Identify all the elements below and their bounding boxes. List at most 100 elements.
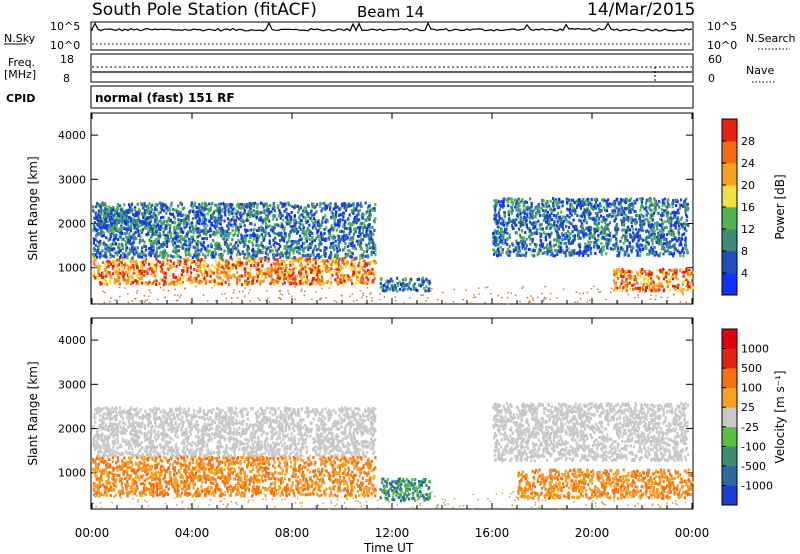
echo-cell: [360, 266, 364, 269]
echo-cell: [626, 247, 629, 251]
echo-cell: [144, 260, 147, 264]
echo-cell: [549, 243, 552, 247]
echo-cell: [617, 202, 621, 206]
echo-cell: [324, 214, 327, 218]
echo-cell: [648, 220, 651, 224]
echo-cell: [648, 252, 651, 256]
echo-cell: [680, 243, 683, 247]
echo-cell: [665, 237, 668, 241]
echo-cell: [622, 219, 625, 223]
echo-cell: [102, 231, 105, 235]
echo-cell: [670, 252, 673, 256]
echo-cell: [368, 218, 371, 222]
echo-cell: [180, 282, 183, 286]
echo-cell: [671, 205, 674, 209]
echo-cell: [535, 205, 538, 209]
echo-cell: [256, 236, 259, 240]
echo-cell: [313, 282, 316, 286]
echo-cell: [253, 250, 256, 254]
echo-cell: [368, 242, 371, 245]
echo-cell: [662, 228, 665, 232]
echo-cell: [130, 216, 133, 220]
echo-cell: [555, 200, 558, 204]
echo-cell: [290, 239, 293, 243]
echo-cell: [206, 253, 210, 257]
echo-cell: [291, 275, 294, 279]
echo-cell: [129, 260, 132, 264]
echo-cell: [230, 209, 233, 213]
echo-cell: [117, 230, 120, 234]
echo-cell: [95, 239, 99, 243]
echo-cell: [539, 235, 542, 239]
echo-cell: [501, 230, 505, 234]
echo-cell: [264, 220, 267, 224]
echo-cell: [615, 237, 618, 241]
echo-cell: [313, 221, 316, 224]
echo-cell: [502, 232, 505, 236]
echo-cell: [123, 252, 126, 256]
echo-cell: [151, 244, 154, 248]
echo-cell: [503, 223, 506, 227]
echo-cell: [139, 202, 143, 205]
echo-cell: [317, 281, 320, 285]
echo-cell: [261, 221, 264, 225]
echo-cell: [301, 276, 304, 280]
echo-cell: [330, 280, 333, 284]
echo-cell: [521, 253, 524, 257]
echo-cell: [192, 238, 195, 242]
echo-cell: [167, 268, 170, 272]
echo-cell: [290, 243, 293, 247]
echo-cell: [587, 245, 590, 249]
echo-cell: [115, 216, 119, 220]
echo-cell: [292, 262, 295, 266]
echo-cell: [264, 276, 267, 279]
echo-cell: [199, 279, 202, 283]
echo-cell: [130, 236, 133, 240]
echo-cell: [208, 219, 211, 223]
echo-cell: [578, 249, 582, 253]
echo-cell: [269, 249, 272, 253]
echo-cell: [516, 244, 520, 248]
echo-cell: [661, 198, 665, 202]
echo-cell: [144, 225, 147, 229]
echo-cell: [390, 279, 393, 283]
echo-cell: [290, 281, 293, 285]
echo-cell: [517, 242, 520, 246]
echo-cell: [240, 202, 243, 206]
echo-cell: [300, 227, 303, 231]
echo-cell: [105, 236, 108, 240]
echo-cell: [382, 284, 386, 287]
echo-cell: [588, 236, 591, 240]
echo-cell: [296, 259, 299, 263]
echo-cell: [293, 256, 296, 260]
echo-cell: [275, 241, 278, 245]
echo-cell: [95, 233, 98, 237]
echo-cell: [630, 224, 634, 228]
echo-cell: [220, 247, 223, 251]
echo-cell: [243, 224, 246, 228]
echo-cell: [199, 265, 202, 269]
echo-cell: [193, 239, 196, 243]
echo-cell: [195, 277, 198, 281]
echo-cell: [521, 220, 524, 224]
echo-cell: [275, 262, 278, 266]
echo-cell: [261, 244, 264, 248]
echo-cell: [634, 218, 637, 222]
echo-cell: [220, 215, 223, 218]
echo-cell: [350, 208, 353, 212]
echo-cell: [341, 266, 344, 270]
echo-cell: [225, 271, 228, 275]
echo-cell: [606, 214, 609, 217]
echo-cell: [139, 252, 142, 256]
echo-cell: [181, 213, 184, 217]
echo-cell: [299, 205, 302, 209]
echo-cell: [350, 238, 354, 242]
echo-cell: [366, 273, 369, 277]
echo-cell: [143, 202, 146, 205]
echo-cell: [648, 199, 651, 203]
echo-cell: [201, 216, 205, 220]
echo-cell: [315, 278, 318, 282]
echo-cell: [667, 247, 670, 251]
echo-cell: [259, 267, 262, 271]
echo-cell: [177, 249, 180, 253]
